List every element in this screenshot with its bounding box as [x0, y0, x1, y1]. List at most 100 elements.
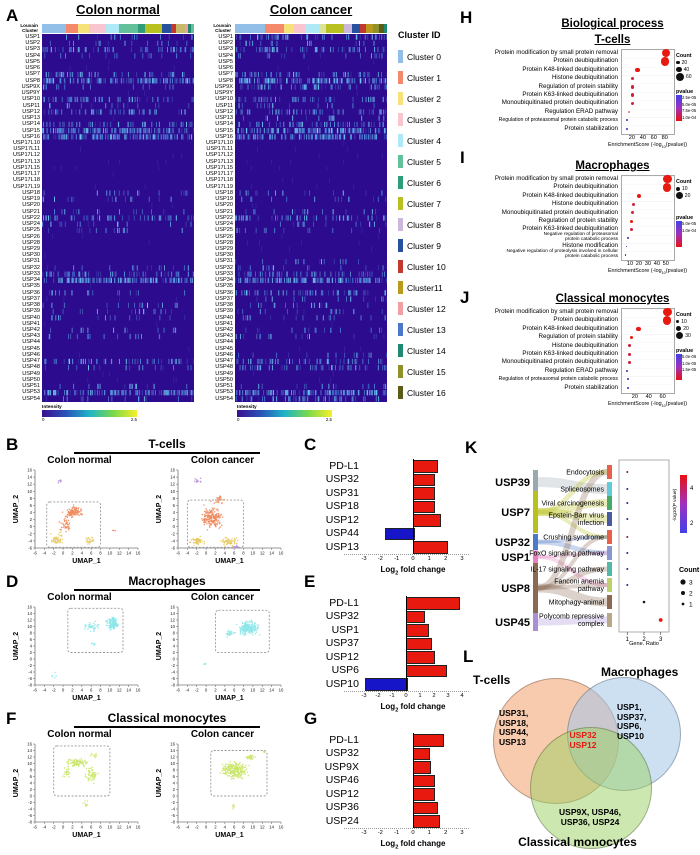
- heatmap-row-label: USP17L19: [205, 183, 233, 190]
- colorbar-max: 2.5: [130, 417, 137, 422]
- enrichment-dot: [625, 119, 629, 122]
- bar-row: USP44: [304, 527, 469, 541]
- bar-gene-label: USP32: [325, 610, 359, 623]
- k-count-label: 3: [689, 580, 693, 587]
- bar-row: USP36: [304, 801, 469, 815]
- scatter-points: [50, 479, 117, 545]
- svg-text:10: 10: [27, 489, 32, 494]
- heatmap-row-label: USP9X: [214, 83, 233, 90]
- pvalue-gradient-labels: 5.0e-06 1.0e-05 1.5e-05: [682, 354, 697, 372]
- svg-text:12: 12: [170, 755, 175, 760]
- panel-H-dotplot-tcells: H Biological process T-cells Protein modifi…: [460, 8, 700, 149]
- umap-x-axis-label: UMAP_1: [72, 832, 101, 839]
- enrichment-dot: [630, 101, 635, 106]
- count-legend: Count 10 20: [676, 179, 700, 199]
- x-tick-label: 3: [460, 555, 464, 562]
- go-term-label: Protein stabilization: [564, 124, 618, 132]
- go-term-label: Protein K48-linked deubiquitination: [522, 324, 618, 332]
- heatmap-row-label: USP18: [22, 189, 40, 196]
- dotplot-celltype-title: T-cells: [594, 34, 631, 46]
- enrichment-dot: [627, 344, 631, 348]
- heatmap-row-label: USP17L11: [206, 146, 233, 153]
- enrichment-dot: [662, 316, 671, 325]
- cluster-band-segment: [105, 24, 120, 33]
- cluster-band-segment: [304, 24, 319, 33]
- cluster-legend-label: Cluster 1: [407, 72, 442, 83]
- heatmap-row-label: USP16: [215, 133, 233, 140]
- pvalue-gradient: [676, 221, 682, 247]
- heatmap-row-label: USP51: [22, 383, 40, 390]
- sankey-bars: [533, 465, 612, 631]
- umap-plot: -6 -4 -2 0 2 4 6 8 10 12 14 16-8-6-4-20246810121416…: [156, 605, 284, 703]
- scatter-points: [219, 750, 266, 810]
- heatmap-row-label: USP25: [22, 227, 40, 234]
- heatmap-row-label: USP17L10: [12, 139, 40, 146]
- heatmap-row-label: USP53: [22, 389, 40, 396]
- svg-text:4: 4: [173, 781, 176, 786]
- k-count-dot: [680, 579, 686, 585]
- cluster-band-segment: [283, 24, 295, 33]
- sankey-pathway-bar: [607, 613, 612, 627]
- heatmap-row-label: USP17L17: [12, 171, 40, 178]
- heatmap-row-label: USP17L13: [12, 158, 40, 165]
- cluster-band-segment: [175, 24, 185, 33]
- cluster-band-segment: [78, 24, 90, 33]
- svg-text:2: 2: [30, 650, 33, 655]
- pvalue-legend-title: pvalue: [676, 89, 694, 95]
- heatmap-row-label: USP10: [22, 96, 40, 103]
- svg-text:0: 0: [205, 825, 208, 830]
- cluster-band-segment: [190, 24, 194, 33]
- x-axis: -3 -2 -1 0 1 2 3: [344, 553, 469, 565]
- svg-text:-2: -2: [52, 688, 56, 693]
- heatmap-row-label: USP33: [215, 270, 233, 277]
- svg-text:4: 4: [81, 825, 84, 830]
- bar-row: USP32: [304, 610, 469, 624]
- pvalue-legend: pvalue 5.0e-05 1.0e-04: [676, 215, 700, 252]
- bar-gene-label: USP1: [331, 623, 359, 636]
- svg-text:14: 14: [170, 475, 175, 480]
- panel-label-J: J: [460, 288, 470, 307]
- heatmap-row-label: USP35: [215, 283, 233, 290]
- x-tick-label: 40: [645, 394, 652, 400]
- bar-gene-label: USP46: [325, 774, 359, 787]
- heatmap-row-label: USP25: [215, 227, 233, 234]
- heatmap-row-label: USP30: [215, 252, 233, 259]
- heatmap-row-label: USP1: [25, 34, 40, 40]
- bar: [413, 460, 438, 473]
- svg-text:16: 16: [136, 688, 141, 693]
- umap-subtitle: Colon normal: [47, 455, 112, 466]
- heatmap-row-label: USP17L18: [205, 177, 233, 184]
- svg-text:-2: -2: [28, 800, 32, 805]
- svg-text:10: 10: [170, 624, 175, 629]
- svg-text:8: 8: [242, 551, 245, 556]
- cluster-color-chip: [398, 365, 403, 378]
- venn-genes-tcells: USP31, USP18, USP44, USP13: [499, 708, 529, 747]
- heatmap-row-label: USP5: [218, 58, 233, 65]
- go-term-label: Protein K63-linked deubiquitination: [522, 91, 618, 99]
- count-legend-item: 40: [676, 66, 700, 73]
- bar-track: [364, 650, 462, 664]
- bar-chart: PD-L1 USP32 USP1 USP37 USP12 USP6 USP10 -3 -2 -1 0…: [304, 596, 469, 713]
- cluster-band-segment: [119, 24, 138, 33]
- sankey-pathway-bar: [607, 562, 612, 576]
- umap-subtitle: Colon normal: [47, 729, 112, 740]
- bar: [406, 610, 425, 624]
- bar-gene-label: USP13: [325, 540, 359, 553]
- heatmap-row-label: USP10: [215, 96, 233, 103]
- svg-text:12: 12: [117, 825, 122, 830]
- svg-text:2: 2: [214, 688, 217, 693]
- cluster-color-chip: [398, 197, 403, 210]
- heatmap-row-label: USP17L15: [12, 164, 40, 171]
- count-legend-item: 60: [676, 72, 700, 81]
- x-tick-label: -1: [394, 555, 400, 562]
- svg-text:4: 4: [224, 551, 227, 556]
- bar-gene-label: PD-L1: [329, 459, 359, 472]
- cluster-band-segment: [379, 24, 384, 33]
- panel-D-umap-macrophages: D Macrophages Colon normal -6 -4 -2 0 2 4 6 8 10 12 1…: [0, 570, 300, 707]
- cluster-legend-label: Cluster 16: [407, 387, 446, 398]
- panel-I-dotplot-macrophages: I Macrophages Protein modification by smal…: [460, 148, 700, 288]
- bar: [406, 651, 435, 664]
- svg-text:-6: -6: [171, 676, 175, 681]
- cluster-band-segment: [365, 24, 374, 33]
